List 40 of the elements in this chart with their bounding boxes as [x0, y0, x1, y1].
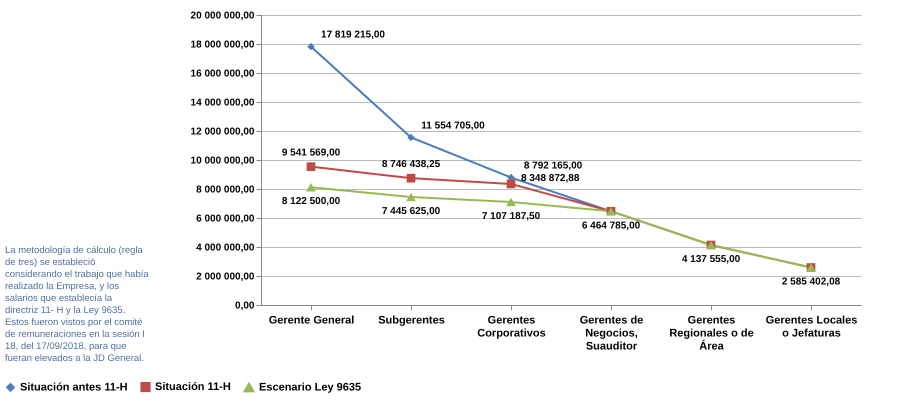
- y-tick-label: 6 000 000,00: [196, 214, 255, 224]
- point: [506, 198, 516, 206]
- point: [306, 162, 316, 171]
- y-tick-label: 12 000 000,00: [190, 126, 255, 138]
- y-tick-label: 14 000 000,00: [190, 98, 255, 108]
- x-tick-label: Subgerentes: [378, 314, 445, 326]
- y-tick-label: 20 000 000,00: [190, 10, 255, 22]
- point: [406, 174, 416, 183]
- legend-label: Escenario Ley 9635: [259, 381, 362, 394]
- x-tick-label: Gerentes Regionales o de Área: [669, 314, 754, 352]
- data-label: 8 792 165,00: [524, 160, 583, 172]
- data-label: 17 819 215,00: [321, 30, 386, 41]
- data-label: 11 554 705,00: [421, 120, 486, 132]
- y-tick-label: 10 000 000,00: [190, 156, 255, 166]
- point: [406, 192, 416, 202]
- point: [506, 180, 516, 188]
- data-label: 8 746 438,25: [382, 159, 441, 170]
- data-label: 9 541 569,00: [282, 148, 341, 159]
- point: [306, 183, 316, 192]
- data-label: 7 107 187,50: [482, 210, 541, 222]
- data-label: 2 585 402,08: [782, 276, 841, 288]
- y-tick-label: 0,00: [235, 300, 255, 312]
- data-label: 7 445 625,00: [382, 206, 441, 218]
- x-tick-label: Gerentes Corporativos: [477, 314, 546, 340]
- data-label: 4 137 555,00: [682, 254, 741, 266]
- legend-label: Situación antes 11-H: [20, 381, 128, 394]
- point: [407, 134, 415, 142]
- legend-label: Situación 11-H: [155, 381, 231, 394]
- data-label: 8 122 500,00: [282, 196, 341, 208]
- y-tick-label: 16 000 000,00: [190, 68, 255, 80]
- y-tick-label: 4 000 000,00: [196, 242, 255, 254]
- y-tick-label: 2 000 000,00: [196, 272, 255, 282]
- x-tick-label: Gerentes Locales o Jefaturas: [766, 314, 858, 340]
- x-tick-label: Gerentes de Negocios, Suauditor: [580, 314, 644, 352]
- x-tick-label: Gerente General: [268, 314, 354, 326]
- y-tick-label: 18 000 000,00: [190, 40, 255, 50]
- data-label: 6 464 785,00: [582, 220, 641, 232]
- point: [307, 42, 315, 50]
- text: La metodología de cálculo (regla de tres) se estableció considerando el trabajo que había realizado la Empresa, y los salarios que establecía la directriz 11- H y la Ley 9635. Estos fueron vistos por el comité de remuneraciones en la sesión I 18, del 17/09/2018, para que fueran elevados a la JD General.: [5, 245, 149, 364]
- y-tick-label: 8 000 000,00: [196, 184, 255, 196]
